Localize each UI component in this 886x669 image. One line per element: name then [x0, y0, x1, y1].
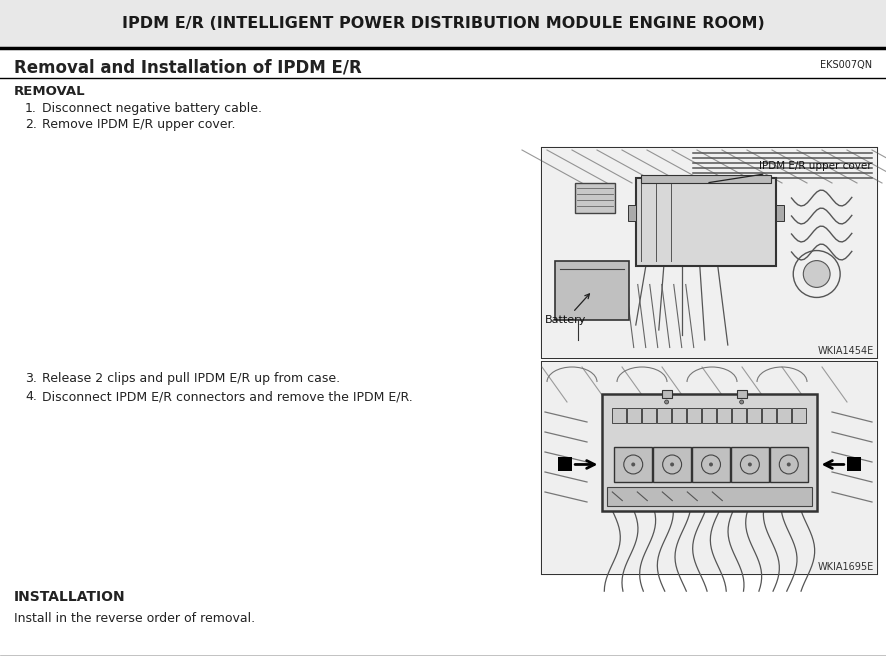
Bar: [687, 407, 701, 423]
Text: IPDM E/R (INTELLIGENT POWER DISTRIBUTION MODULE ENGINE ROOM): IPDM E/R (INTELLIGENT POWER DISTRIBUTION…: [121, 17, 765, 31]
Bar: [542, 148, 877, 358]
Text: REMOVAL: REMOVAL: [14, 85, 86, 98]
Bar: [641, 175, 772, 183]
Text: Remove IPDM E/R upper cover.: Remove IPDM E/R upper cover.: [42, 118, 236, 131]
Bar: [732, 407, 746, 423]
Bar: [672, 407, 686, 423]
Bar: [776, 205, 784, 221]
Text: 2.: 2.: [25, 118, 37, 131]
Bar: [636, 178, 776, 266]
Bar: [556, 262, 629, 320]
Bar: [607, 487, 812, 506]
Bar: [602, 394, 817, 510]
Bar: [653, 447, 691, 482]
Circle shape: [670, 462, 674, 466]
Circle shape: [804, 261, 830, 288]
Text: Release 2 clips and pull IPDM E/R up from case.: Release 2 clips and pull IPDM E/R up fro…: [42, 372, 340, 385]
Bar: [777, 407, 790, 423]
Bar: [662, 390, 672, 398]
Text: Install in the reverse order of removal.: Install in the reverse order of removal.: [14, 612, 255, 625]
Circle shape: [631, 462, 635, 466]
Bar: [762, 407, 776, 423]
Bar: [614, 447, 652, 482]
Text: IPDM E/R upper cover: IPDM E/R upper cover: [709, 161, 872, 183]
Text: Battery: Battery: [545, 294, 589, 325]
Bar: [702, 407, 716, 423]
Bar: [736, 390, 747, 398]
Circle shape: [787, 462, 791, 466]
Bar: [612, 407, 626, 423]
Circle shape: [664, 400, 669, 404]
Text: Removal and Installation of IPDM E/R: Removal and Installation of IPDM E/R: [14, 58, 361, 76]
Bar: [717, 407, 731, 423]
Text: 1.: 1.: [25, 102, 37, 115]
Bar: [0, 0, 886, 48]
Circle shape: [748, 462, 752, 466]
Text: EKS007QN: EKS007QN: [820, 60, 872, 70]
Text: INSTALLATION: INSTALLATION: [14, 590, 126, 604]
Circle shape: [740, 400, 743, 404]
Text: WKIA1454E: WKIA1454E: [818, 346, 874, 356]
Bar: [627, 407, 641, 423]
Text: 4.: 4.: [25, 390, 37, 403]
Bar: [542, 362, 877, 574]
Bar: [731, 447, 769, 482]
Bar: [657, 407, 671, 423]
Bar: [747, 407, 761, 423]
Text: Disconnect negative battery cable.: Disconnect negative battery cable.: [42, 102, 262, 115]
Bar: [576, 183, 616, 213]
Bar: [792, 407, 805, 423]
Circle shape: [709, 462, 713, 466]
Bar: [770, 447, 808, 482]
Text: WKIA1695E: WKIA1695E: [818, 562, 874, 572]
Bar: [542, 362, 877, 574]
Bar: [642, 407, 657, 423]
Bar: [628, 205, 636, 221]
Text: 3.: 3.: [25, 372, 37, 385]
Bar: [558, 458, 572, 472]
Bar: [542, 148, 877, 358]
Text: Disconnect IPDM E/R connectors and remove the IPDM E/R.: Disconnect IPDM E/R connectors and remov…: [42, 390, 413, 403]
Bar: [692, 447, 730, 482]
Bar: [847, 458, 860, 472]
